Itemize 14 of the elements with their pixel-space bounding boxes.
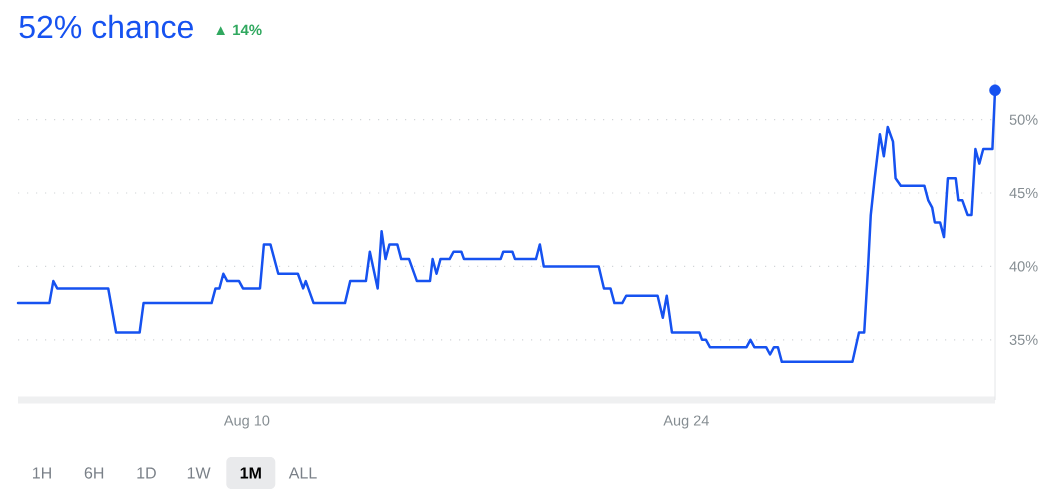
- text: ALL: [288, 467, 317, 479]
- y-tick-label: 40%: [1009, 261, 1038, 272]
- text: 1W: [187, 467, 211, 479]
- x-tick-label: Aug 10: [223, 415, 270, 429]
- y-tick-label: 45%: [1009, 187, 1038, 199]
- chart-subtitle: ▲ 14%: [216, 24, 262, 36]
- chart-title: 52% chance: [19, 14, 193, 39]
- y-tick-label: 35%: [1009, 334, 1038, 345]
- text: 1H: [32, 467, 51, 479]
- x-tick-label: Aug 24: [663, 415, 709, 429]
- text: 1M: [240, 467, 261, 479]
- text: 6H: [84, 467, 104, 479]
- y-tick-label: 50%: [1009, 114, 1038, 125]
- text: 1D: [137, 467, 156, 479]
